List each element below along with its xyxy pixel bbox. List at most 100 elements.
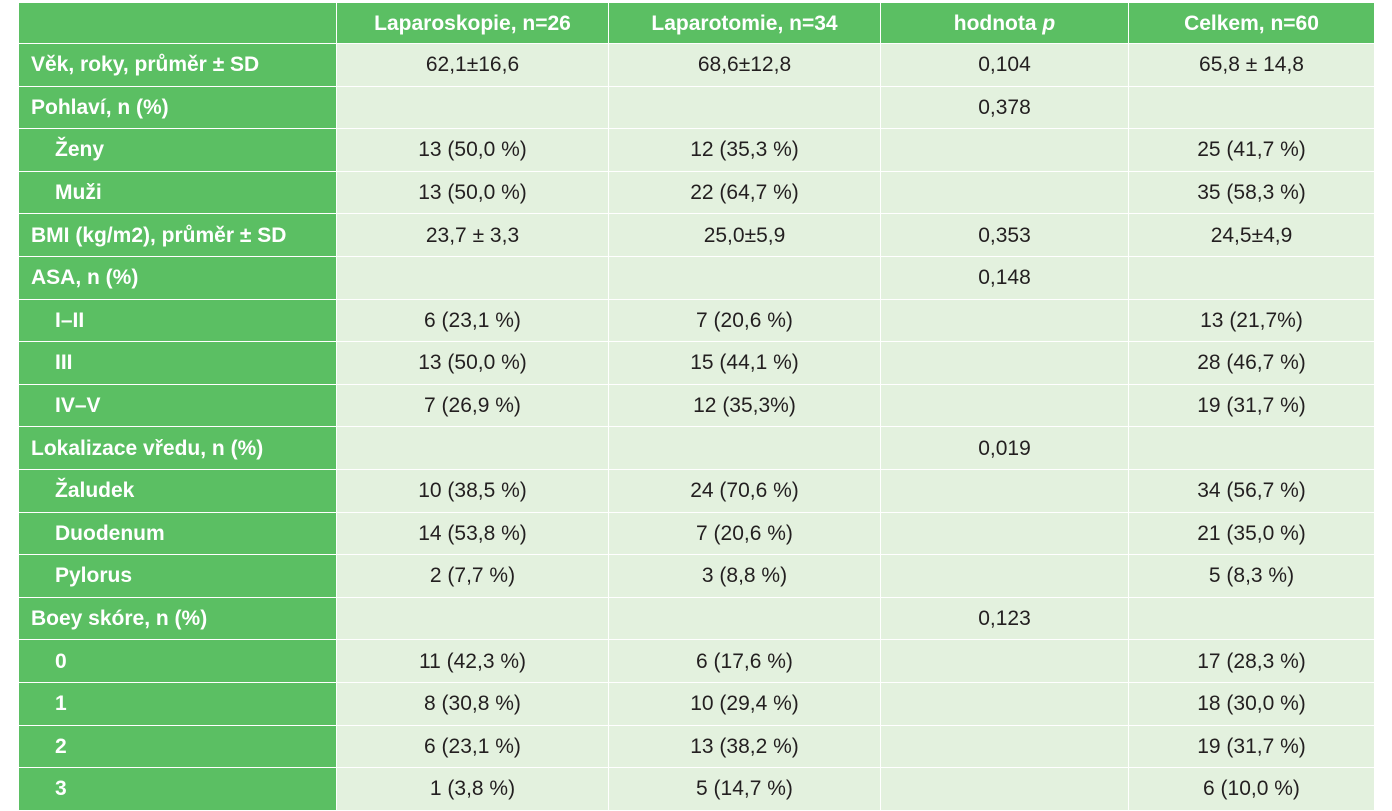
- table-row: Duodenum 14 (53,8 %) 7 (20,6 %) 21 (35,0 %): [18, 511, 1375, 556]
- laparoskopie-cell: 13 (50,0 %): [336, 341, 609, 385]
- celkem-cell: [1128, 426, 1375, 470]
- celkem-cell: 65,8 ± 14,8: [1128, 43, 1375, 87]
- p-value-cell: 0,104: [880, 43, 1129, 87]
- row-label: Muži: [18, 170, 337, 215]
- row-label: 0: [18, 639, 337, 683]
- row-label: 2: [18, 724, 337, 769]
- table-row: ASA, n (%) 0,148: [18, 255, 1375, 300]
- p-value-cell: [880, 767, 1129, 811]
- laparotomie-cell: 3 (8,8 %): [608, 554, 881, 598]
- row-label: Pylorus: [18, 554, 337, 598]
- header-laparotomie: Laparotomie, n=34: [608, 2, 881, 44]
- table-row: III 13 (50,0 %) 15 (44,1 %) 28 (46,7 %): [18, 341, 1375, 385]
- row-label: 1: [18, 681, 337, 726]
- laparoskopie-cell: 14 (53,8 %): [336, 511, 609, 556]
- data-table-container: Laparoskopie, n=26 Laparotomie, n=34 hod…: [18, 2, 1375, 811]
- celkem-cell: 24,5±4,9: [1128, 213, 1375, 257]
- laparoskopie-cell: 7 (26,9 %): [336, 383, 609, 428]
- p-value-cell: [880, 170, 1129, 215]
- celkem-cell: 5 (8,3 %): [1128, 554, 1375, 598]
- p-value-cell: [880, 128, 1129, 172]
- laparotomie-cell: 22 (64,7 %): [608, 170, 881, 215]
- laparotomie-cell: 25,0±5,9: [608, 213, 881, 257]
- header-celkem: Celkem, n=60: [1128, 2, 1375, 44]
- laparotomie-cell: [608, 85, 881, 130]
- header-laparoskopie: Laparoskopie, n=26: [336, 2, 609, 44]
- table-row: Boey skóre, n (%) 0,123: [18, 596, 1375, 641]
- laparoskopie-cell: 2 (7,7 %): [336, 554, 609, 598]
- laparotomie-cell: 7 (20,6 %): [608, 298, 881, 343]
- laparoskopie-cell: 6 (23,1 %): [336, 298, 609, 343]
- p-value-cell: [880, 511, 1129, 556]
- row-label: Duodenum: [18, 511, 337, 556]
- laparoskopie-cell: 8 (30,8 %): [336, 681, 609, 726]
- laparotomie-cell: 10 (29,4 %): [608, 681, 881, 726]
- laparotomie-cell: 12 (35,3%): [608, 383, 881, 428]
- laparotomie-cell: [608, 596, 881, 641]
- p-value-cell: [880, 639, 1129, 683]
- header-p-value: hodnota p: [880, 2, 1129, 44]
- laparoskopie-cell: [336, 85, 609, 130]
- celkem-cell: 19 (31,7 %): [1128, 724, 1375, 769]
- laparotomie-cell: [608, 426, 881, 470]
- laparotomie-cell: 6 (17,6 %): [608, 639, 881, 683]
- celkem-cell: [1128, 596, 1375, 641]
- table-header: Laparoskopie, n=26 Laparotomie, n=34 hod…: [18, 2, 1375, 44]
- row-label: Boey skóre, n (%): [18, 596, 337, 641]
- comparison-table: Laparoskopie, n=26 Laparotomie, n=34 hod…: [18, 2, 1375, 811]
- p-value-cell: [880, 681, 1129, 726]
- header-p-value-italic: p: [1042, 11, 1056, 35]
- laparotomie-cell: 12 (35,3 %): [608, 128, 881, 172]
- row-label: Pohlaví, n (%): [18, 85, 337, 130]
- p-value-cell: [880, 468, 1129, 513]
- table-row: IV–V 7 (26,9 %) 12 (35,3%) 19 (31,7 %): [18, 383, 1375, 428]
- header-p-value-prefix: hodnota: [953, 11, 1043, 35]
- table-body: Věk, roky, průměr ± SD 62,1±16,6 68,6±12,8…: [18, 43, 1375, 811]
- celkem-cell: [1128, 85, 1375, 130]
- p-value-cell: [880, 724, 1129, 769]
- celkem-cell: 13 (21,7%): [1128, 298, 1375, 343]
- row-label: Žaludek: [18, 468, 337, 513]
- row-label: BMI (kg/m2), průměr ± SD: [18, 213, 337, 257]
- laparoskopie-cell: 23,7 ± 3,3: [336, 213, 609, 257]
- table-row: Pohlaví, n (%) 0,378: [18, 85, 1375, 130]
- table-row: 0 11 (42,3 %) 6 (17,6 %) 17 (28,3 %): [18, 639, 1375, 683]
- table-row: Ženy 13 (50,0 %) 12 (35,3 %) 25 (41,7 %): [18, 128, 1375, 172]
- row-label: 3: [18, 767, 337, 811]
- celkem-cell: 35 (58,3 %): [1128, 170, 1375, 215]
- row-label: Lokalizace vředu, n (%): [18, 426, 337, 470]
- laparotomie-cell: 13 (38,2 %): [608, 724, 881, 769]
- row-label: ASA, n (%): [18, 255, 337, 300]
- row-label: I–II: [18, 298, 337, 343]
- p-value-cell: [880, 341, 1129, 385]
- laparoskopie-cell: 62,1±16,6: [336, 43, 609, 87]
- laparotomie-cell: 15 (44,1 %): [608, 341, 881, 385]
- table-row: BMI (kg/m2), průměr ± SD 23,7 ± 3,3 25,0±5…: [18, 213, 1375, 257]
- p-value-cell: [880, 383, 1129, 428]
- header-corner-cell: [18, 2, 337, 44]
- table-row: Pylorus 2 (7,7 %) 3 (8,8 %) 5 (8,3 %): [18, 554, 1375, 598]
- celkem-cell: 34 (56,7 %): [1128, 468, 1375, 513]
- celkem-cell: 25 (41,7 %): [1128, 128, 1375, 172]
- p-value-cell: 0,148: [880, 255, 1129, 300]
- laparotomie-cell: 68,6±12,8: [608, 43, 881, 87]
- laparotomie-cell: 5 (14,7 %): [608, 767, 881, 811]
- header-row: Laparoskopie, n=26 Laparotomie, n=34 hod…: [18, 2, 1375, 44]
- p-value-cell: 0,353: [880, 213, 1129, 257]
- laparoskopie-cell: 6 (23,1 %): [336, 724, 609, 769]
- celkem-cell: 18 (30,0 %): [1128, 681, 1375, 726]
- celkem-cell: 28 (46,7 %): [1128, 341, 1375, 385]
- laparoskopie-cell: 13 (50,0 %): [336, 170, 609, 215]
- p-value-cell: [880, 554, 1129, 598]
- table-row: Muži 13 (50,0 %) 22 (64,7 %) 35 (58,3 %): [18, 170, 1375, 215]
- celkem-cell: 21 (35,0 %): [1128, 511, 1375, 556]
- laparoskopie-cell: [336, 596, 609, 641]
- p-value-cell: 0,378: [880, 85, 1129, 130]
- laparoskopie-cell: [336, 426, 609, 470]
- table-row: I–II 6 (23,1 %) 7 (20,6 %) 13 (21,7%): [18, 298, 1375, 343]
- laparotomie-cell: 24 (70,6 %): [608, 468, 881, 513]
- laparoskopie-cell: 1 (3,8 %): [336, 767, 609, 811]
